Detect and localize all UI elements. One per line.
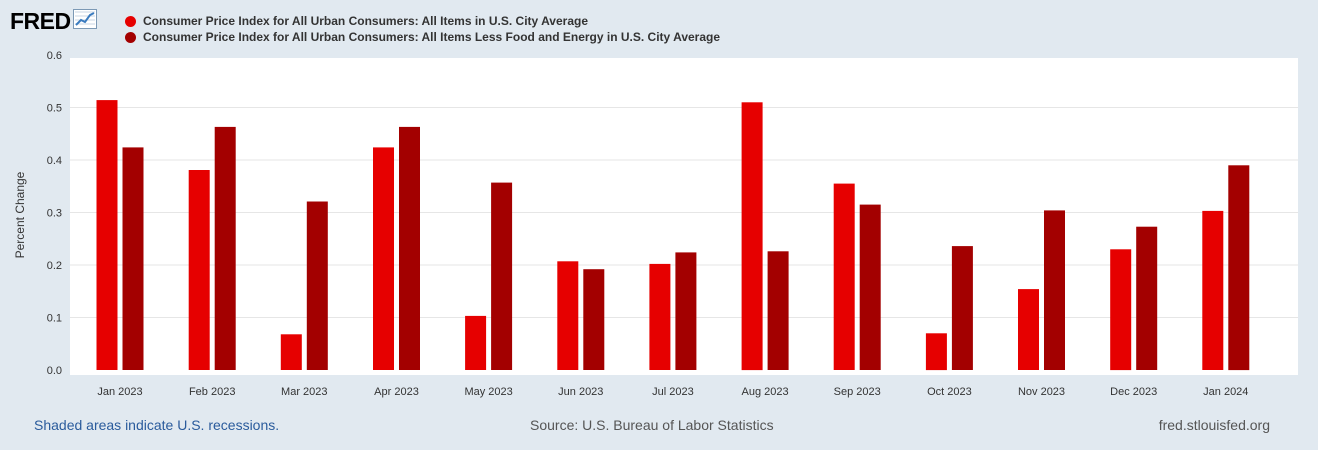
bar-all-items[interactable]	[649, 263, 671, 370]
recession-note-link[interactable]: Shaded areas indicate U.S. recessions.	[34, 417, 280, 433]
bar-all-items[interactable]	[1110, 249, 1132, 371]
x-tick-label: Jul 2023	[652, 386, 694, 398]
x-tick-label: Sep 2023	[834, 386, 881, 398]
bar-all-items[interactable]	[833, 183, 855, 370]
y-tick-label: 0.6	[47, 50, 62, 62]
bar-all-items[interactable]	[373, 147, 394, 370]
fred-logo[interactable]: FRED	[10, 8, 97, 35]
x-tick-label: Nov 2023	[1018, 386, 1065, 398]
bars	[96, 100, 1250, 371]
bar-all-items[interactable]	[1018, 289, 1039, 370]
legend-swatch-core	[125, 31, 136, 43]
y-tick-label: 0.0	[47, 365, 62, 377]
bar-all-items[interactable]	[188, 170, 210, 370]
x-axis-ticks: Jan 2023 Feb 2023 Mar 2023 Apr 2023 May 2023…	[97, 386, 1248, 398]
x-tick-label: Oct 2023	[927, 386, 972, 398]
x-tick-label: Feb 2023	[189, 386, 235, 398]
bar-core[interactable]	[951, 246, 973, 370]
bar-all-items[interactable]	[925, 333, 947, 371]
legend-label-all-items: Consumer Price Index for All Urban Consu…	[143, 14, 588, 28]
bar-core[interactable]	[399, 126, 420, 371]
bar-core[interactable]	[214, 126, 236, 371]
y-tick-label: 0.4	[47, 155, 62, 167]
source-text: Source: U.S. Bureau of Labor Statistics	[530, 417, 774, 433]
y-tick-label: 0.1	[47, 313, 62, 325]
bar-core[interactable]	[1044, 210, 1065, 370]
y-tick-label: 0.2	[47, 260, 62, 272]
x-tick-label: Dec 2023	[1110, 386, 1157, 398]
legend-item-core[interactable]: Consumer Price Index for All Urban Consu…	[125, 29, 720, 45]
bar-all-items[interactable]	[280, 334, 302, 370]
x-tick-label: Apr 2023	[374, 386, 419, 398]
bar-all-items[interactable]	[96, 100, 118, 370]
bar-core[interactable]	[306, 201, 328, 371]
bar-all-items[interactable]	[1202, 210, 1224, 370]
bar-core[interactable]	[122, 147, 144, 370]
bar-core[interactable]	[583, 269, 605, 370]
x-tick-label: Jan 2023	[97, 386, 142, 398]
logo-text: FRED	[10, 8, 71, 34]
y-tick-label: 0.3	[47, 208, 62, 220]
bar-core[interactable]	[1228, 165, 1250, 371]
bar-all-items[interactable]	[557, 261, 579, 370]
x-tick-label: Jan 2024	[1203, 386, 1248, 398]
bar-all-items[interactable]	[465, 315, 487, 370]
legend-item-all-items[interactable]: Consumer Price Index for All Urban Consu…	[125, 13, 720, 29]
bar-all-items[interactable]	[741, 102, 763, 371]
y-axis-ticks: 0.0 0.1 0.2 0.3 0.4 0.5 0.6	[47, 50, 62, 377]
x-tick-label: Jun 2023	[558, 386, 603, 398]
bar-core[interactable]	[859, 204, 881, 370]
legend-label-core: Consumer Price Index for All Urban Consu…	[143, 30, 721, 44]
bar-core[interactable]	[767, 251, 789, 370]
bar-core[interactable]	[1136, 226, 1158, 370]
x-tick-label: Mar 2023	[281, 386, 327, 398]
site-link[interactable]: fred.stlouisfed.org	[1158, 417, 1270, 433]
legend-swatch-all-items	[125, 15, 136, 27]
x-tick-label: May 2023	[464, 386, 512, 398]
bar-core[interactable]	[491, 182, 513, 370]
bar-chart: 0.0 0.1 0.2 0.3 0.4 0.5 0.6 Jan 2023 Feb 2023 Ma…	[47, 50, 1298, 398]
y-tick-label: 0.5	[47, 103, 62, 115]
trend-line-icon	[72, 9, 97, 34]
bar-core[interactable]	[675, 252, 697, 370]
x-tick-label: Aug 2023	[742, 386, 789, 398]
legend: Consumer Price Index for All Urban Consu…	[125, 13, 720, 45]
